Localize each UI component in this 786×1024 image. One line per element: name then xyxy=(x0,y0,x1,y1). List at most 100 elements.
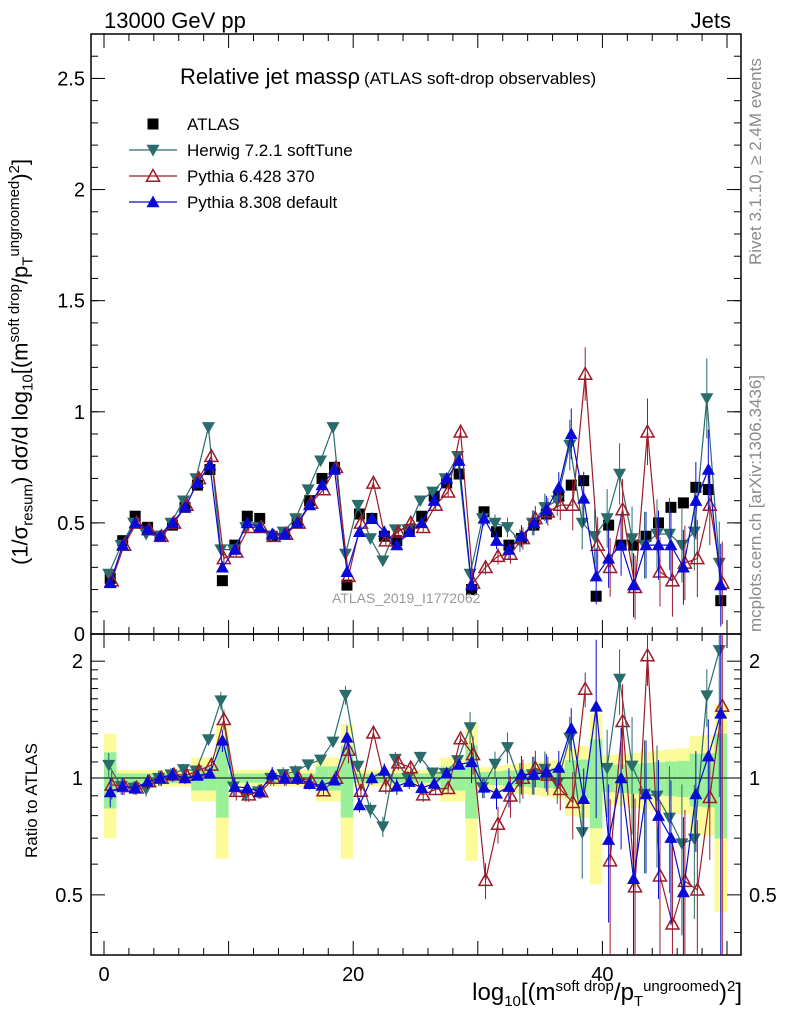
ratio-point xyxy=(402,759,419,774)
ratio-point xyxy=(577,792,591,805)
ratio-series-3 xyxy=(103,634,728,955)
data-point xyxy=(452,423,469,438)
data-point xyxy=(341,579,353,591)
data-point xyxy=(488,517,502,530)
ratio-point xyxy=(314,754,328,767)
ratio-point xyxy=(564,794,581,809)
ratio-point xyxy=(639,787,653,800)
data-point xyxy=(363,533,377,545)
ratio-point xyxy=(502,787,519,802)
ratio-point xyxy=(452,730,469,745)
ratio-point xyxy=(290,771,304,784)
data-point xyxy=(577,491,591,504)
data-point xyxy=(215,560,229,573)
main-y-axis-label: (1/σresum) dσ/d log10[(msoft drop/pTungr… xyxy=(6,158,37,565)
data-point xyxy=(714,578,728,591)
ratio-point xyxy=(415,786,431,801)
data-point xyxy=(627,578,641,591)
ratio-point xyxy=(377,764,391,776)
y-tick-label: 1 xyxy=(74,402,85,424)
ratio-point xyxy=(265,767,279,780)
band-inner xyxy=(216,746,229,818)
ratio-point xyxy=(315,778,329,791)
ratio-point xyxy=(527,768,541,780)
ratio-point xyxy=(402,775,416,787)
ratio-point xyxy=(201,734,215,747)
data-point xyxy=(390,538,404,551)
ratio-plot-frame xyxy=(90,633,742,956)
ratio-point xyxy=(552,781,569,796)
axis-ticks: 00.511.522.50.5 0.51 12 20 20 40 xyxy=(55,34,777,986)
ratio-point xyxy=(602,852,618,867)
data-point xyxy=(278,527,292,540)
data-point xyxy=(665,501,677,513)
data-point xyxy=(377,525,391,537)
plot-title: Relative jet massρ (ATLAS soft-drop obser… xyxy=(180,64,596,90)
ratio-point xyxy=(440,780,456,795)
data-point xyxy=(340,565,354,577)
data-point xyxy=(301,484,315,497)
ratio-point xyxy=(141,775,155,787)
ratio-point xyxy=(452,758,466,770)
ratio-point xyxy=(600,762,614,775)
data-point xyxy=(314,455,328,468)
legend-marker xyxy=(146,144,160,157)
x-tick-label: 40 xyxy=(591,964,613,986)
ratio-point xyxy=(689,881,706,896)
ratio-point xyxy=(714,706,728,719)
ratio-series-2 xyxy=(103,634,731,955)
ratio-point xyxy=(440,766,454,779)
ratio-point xyxy=(240,781,254,794)
data-point xyxy=(701,463,715,475)
data-point xyxy=(489,534,503,546)
data-point xyxy=(426,486,440,499)
ratio-point xyxy=(625,760,639,773)
ratio-point xyxy=(340,730,354,743)
y-tick-label: 2 xyxy=(74,180,85,202)
ratio-point xyxy=(602,833,616,845)
data-point xyxy=(490,526,502,538)
ratio-point xyxy=(627,878,643,893)
ratio-point xyxy=(477,872,494,887)
data-point xyxy=(216,575,228,587)
x-tick-label: 20 xyxy=(342,964,364,986)
ratio-tick-label-right: 1 xyxy=(749,768,760,790)
ratio-point xyxy=(589,699,603,712)
data-point xyxy=(129,510,141,522)
data-point xyxy=(651,538,665,551)
ratio-point xyxy=(514,767,528,780)
ratio-point xyxy=(116,779,130,792)
ratio-point xyxy=(351,760,365,773)
ratio-point xyxy=(326,736,340,749)
analysis-watermark: ATLAS_2019_I1772062 xyxy=(332,590,481,606)
data-point xyxy=(254,512,266,524)
ratio-point xyxy=(652,867,668,882)
ratio-point xyxy=(190,769,204,781)
data-point xyxy=(365,511,379,524)
ratio-point xyxy=(390,754,407,769)
ratio-point xyxy=(689,787,703,800)
legend-label: Pythia 8.308 default xyxy=(187,193,338,212)
ratio-point xyxy=(662,812,676,825)
data-point xyxy=(677,497,689,509)
data-point xyxy=(416,510,428,522)
ratio-point xyxy=(352,798,366,811)
data-point xyxy=(402,525,416,537)
data-point xyxy=(328,463,342,475)
ratio-tick-label-right: 0.5 xyxy=(749,885,777,907)
ratio-point xyxy=(278,771,292,784)
ratio-point xyxy=(289,766,303,778)
data-point xyxy=(203,458,217,471)
ratio-point xyxy=(489,786,503,799)
data-point xyxy=(639,538,653,551)
ratio-point xyxy=(166,768,180,780)
data-point xyxy=(664,572,681,587)
header-right-label: Jets xyxy=(690,8,731,33)
data-point xyxy=(166,516,180,529)
ratio-point xyxy=(376,821,390,834)
ratio-point xyxy=(676,885,690,898)
data-point xyxy=(351,499,365,512)
plot-title-sub: (ATLAS soft-drop observables) xyxy=(364,69,597,88)
ratio-point xyxy=(651,809,665,821)
data-point xyxy=(603,519,615,531)
